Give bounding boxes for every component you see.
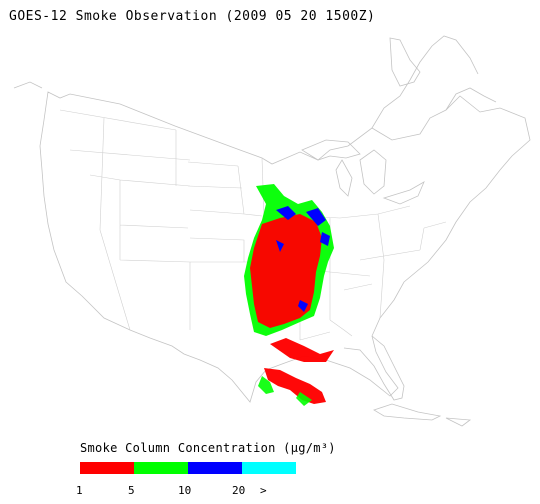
legend-tick: 20 [232, 484, 246, 497]
legend-tick: > [260, 484, 267, 497]
map-title: GOES-12 Smoke Observation (2009 05 20 15… [9, 9, 376, 24]
legend-tick: 10 [178, 484, 192, 497]
legend-tick: 1 [76, 484, 83, 497]
smoke-green-south [258, 376, 312, 406]
legend-title: Smoke Column Concentration (μg/m³) [80, 441, 336, 455]
legend-ticks: 1 5 10 20 > [0, 484, 540, 500]
us-outline [39, 91, 531, 403]
legend-swatch-10-20 [188, 462, 242, 474]
caribbean [373, 403, 472, 427]
legend-swatch-5-10 [134, 462, 188, 474]
florida [343, 335, 405, 401]
legend-swatch-20-plus [242, 462, 296, 474]
smoke-red-south [264, 338, 334, 404]
smoke-red [250, 214, 322, 328]
legend-color-bar [80, 462, 296, 474]
smoke-plume [244, 184, 334, 406]
canada-coast [13, 35, 497, 129]
legend-swatch-1-5 [80, 462, 134, 474]
legend-tick: 5 [128, 484, 135, 497]
great-lakes [301, 139, 425, 205]
